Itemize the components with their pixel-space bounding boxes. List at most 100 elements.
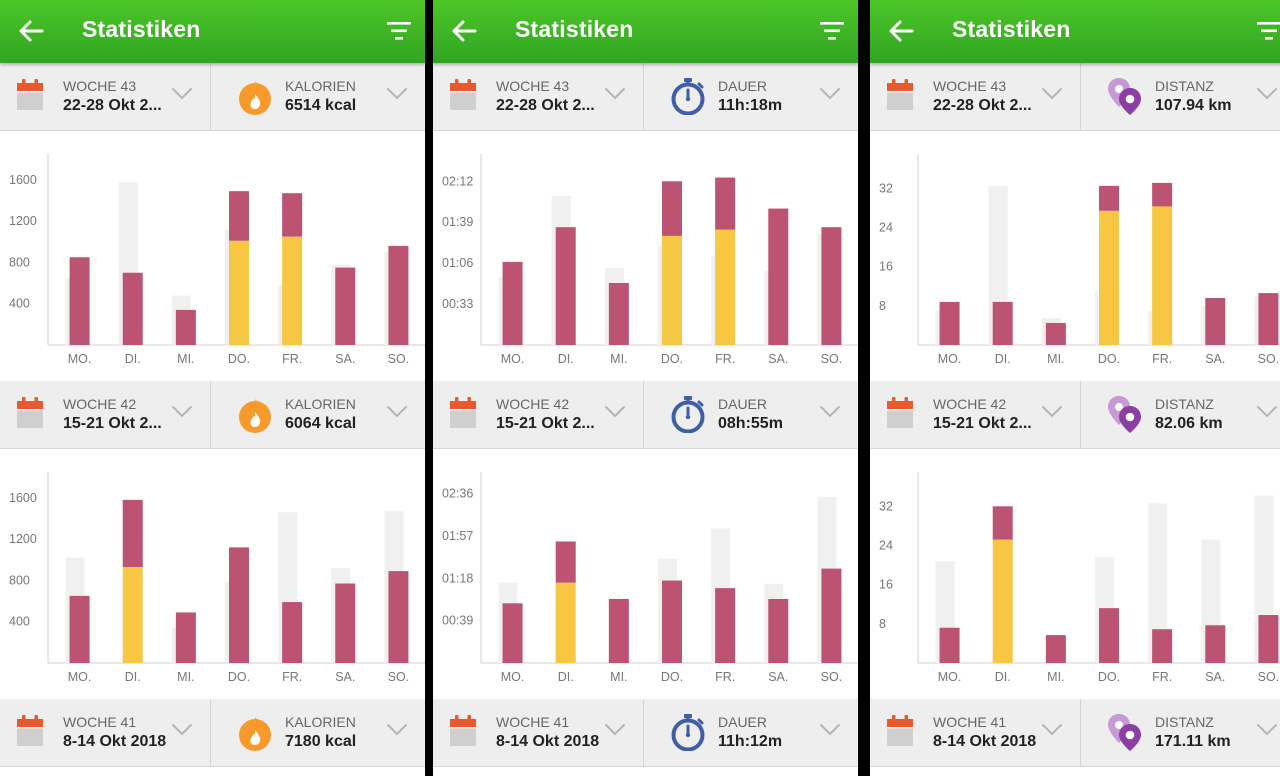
- primary-bar-segment: [1099, 185, 1119, 211]
- x-tick-label: MI.: [1047, 670, 1064, 684]
- primary-bar-segment: [1258, 293, 1279, 345]
- calendar-icon: [450, 715, 476, 746]
- y-tick-label: 1200: [9, 214, 37, 228]
- week-dropdown[interactable]: WOCHE 43 22-28 Okt 2...: [433, 63, 644, 130]
- primary-bar-segment: [715, 177, 736, 230]
- primary-bar-segment: [555, 227, 576, 345]
- filter-icon[interactable]: [386, 19, 412, 43]
- primary-bar-segment: [69, 257, 90, 345]
- metric-dropdown[interactable]: DISTANZ 171.11 km: [1082, 699, 1280, 766]
- x-tick-label: MI.: [177, 670, 194, 684]
- y-tick-label: 24: [879, 538, 893, 552]
- metric-type-label: DAUER: [718, 78, 768, 94]
- chevron-down-icon: [605, 406, 625, 418]
- chevron-down-icon: [387, 406, 407, 418]
- metric-dropdown[interactable]: DISTANZ 82.06 km: [1082, 381, 1280, 448]
- filter-icon[interactable]: [1256, 19, 1280, 43]
- metric-total-value: 82.06 km: [1155, 415, 1223, 432]
- week-date-range: 15-21 Okt 2...: [496, 415, 595, 432]
- calendar-icon: [17, 79, 43, 110]
- x-tick-label: SO.: [1258, 352, 1280, 366]
- primary-bar-segment: [1045, 322, 1066, 345]
- metric-dropdown[interactable]: KALORIEN 7180 kcal: [212, 699, 425, 766]
- week-dropdown[interactable]: WOCHE 41 8-14 Okt 2018: [870, 699, 1081, 766]
- calendar-icon: [450, 79, 476, 110]
- primary-bar-segment: [175, 612, 196, 663]
- y-tick-label: 8: [879, 299, 886, 313]
- location-pins-icon: [1108, 396, 1141, 433]
- metric-dropdown[interactable]: DAUER 11h:18m: [645, 63, 858, 130]
- primary-bar-segment: [1205, 625, 1226, 663]
- calendar-icon: [887, 715, 913, 746]
- week-dropdown[interactable]: WOCHE 42 15-21 Okt 2...: [870, 381, 1081, 448]
- chevron-down-icon: [820, 406, 840, 418]
- stats-panel: Statistiken WOCHE 43 22-28 Okt 2... DISTANZ…: [870, 0, 1280, 776]
- x-tick-label: FR.: [1152, 670, 1172, 684]
- location-pins-icon: [1108, 714, 1141, 751]
- metric-dropdown[interactable]: DAUER 08h:55m: [645, 381, 858, 448]
- x-tick-label: DO.: [1098, 352, 1120, 366]
- back-arrow-icon[interactable]: [886, 16, 916, 46]
- metric-total-value: 107.94 km: [1155, 97, 1232, 114]
- weekly-bar-chart: 8 16 24 32 MO. DI. MI. DO. FR. SA. SO.: [870, 132, 1280, 380]
- primary-bar-segment: [821, 568, 842, 663]
- primary-bar-segment: [821, 227, 842, 345]
- x-tick-label: DI.: [995, 352, 1011, 366]
- metric-dropdown[interactable]: KALORIEN 6514 kcal: [212, 63, 425, 130]
- x-tick-label: DO.: [661, 352, 683, 366]
- metric-dropdown[interactable]: KALORIEN 6064 kcal: [212, 381, 425, 448]
- week-dropdown[interactable]: WOCHE 42 15-21 Okt 2...: [433, 381, 644, 448]
- chevron-down-icon: [1257, 406, 1277, 418]
- primary-bar-segment: [335, 583, 356, 663]
- metric-dropdown[interactable]: DISTANZ 107.94 km: [1082, 63, 1280, 130]
- secondary-bar-segment: [662, 235, 682, 345]
- week-date-range: 22-28 Okt 2...: [933, 97, 1032, 114]
- week-selector-row: WOCHE 43 22-28 Okt 2... KALORIEN 6514 kcal: [0, 63, 425, 131]
- x-tick-label: DI.: [995, 670, 1011, 684]
- flame-icon: [239, 81, 271, 115]
- chevron-down-icon: [1257, 88, 1277, 100]
- week-number-label: WOCHE 43: [63, 78, 137, 94]
- weekly-bar-chart: 400 800 1200 1600 MO. DI. MI. DO. FR. SA. SO.: [0, 132, 425, 380]
- app-bar: Statistiken: [433, 0, 858, 63]
- week-dropdown[interactable]: WOCHE 43 22-28 Okt 2...: [0, 63, 211, 130]
- week-selector-row: WOCHE 43 22-28 Okt 2... DISTANZ 107.94 km: [870, 63, 1280, 131]
- metric-dropdown[interactable]: DAUER 11h:12m: [645, 699, 858, 766]
- app-bar: Statistiken: [0, 0, 425, 63]
- y-tick-label: 8: [879, 617, 886, 631]
- weekly-bar-chart: 400 800 1200 1600 MO. DI. MI. DO. FR. SA. SO.: [0, 450, 425, 698]
- y-tick-label: 32: [879, 499, 893, 513]
- y-tick-label: 1600: [9, 491, 37, 505]
- x-tick-label: FR.: [715, 670, 735, 684]
- chevron-down-icon: [387, 724, 407, 736]
- x-tick-label: MO.: [938, 670, 962, 684]
- week-number-label: WOCHE 41: [63, 714, 137, 730]
- week-date-range: 15-21 Okt 2...: [63, 415, 162, 432]
- secondary-bar-segment: [1099, 210, 1119, 345]
- week-dropdown[interactable]: WOCHE 43 22-28 Okt 2...: [870, 63, 1081, 130]
- primary-bar-segment: [122, 499, 143, 567]
- chevron-down-icon: [1042, 88, 1062, 100]
- filter-icon[interactable]: [819, 19, 845, 43]
- x-tick-label: FR.: [282, 352, 302, 366]
- chevron-down-icon: [1042, 724, 1062, 736]
- chevron-down-icon: [172, 724, 192, 736]
- page-title: Statistiken: [952, 16, 1071, 42]
- chevron-down-icon: [605, 88, 625, 100]
- back-arrow-icon[interactable]: [16, 16, 46, 46]
- week-dropdown[interactable]: WOCHE 42 15-21 Okt 2...: [0, 381, 211, 448]
- chevron-down-icon: [820, 88, 840, 100]
- week-dropdown[interactable]: WOCHE 41 8-14 Okt 2018: [0, 699, 211, 766]
- y-tick-label: 16: [879, 578, 893, 592]
- primary-bar-segment: [122, 272, 143, 345]
- primary-bar-segment: [715, 588, 736, 663]
- primary-bar-segment: [992, 301, 1013, 345]
- back-arrow-icon[interactable]: [449, 16, 479, 46]
- previous-week-bar: [1148, 503, 1168, 663]
- y-tick-label: 400: [9, 615, 30, 629]
- x-tick-label: MO.: [68, 352, 92, 366]
- metric-type-label: DISTANZ: [1155, 78, 1214, 94]
- x-tick-label: MI.: [610, 670, 627, 684]
- week-dropdown[interactable]: WOCHE 41 8-14 Okt 2018: [433, 699, 644, 766]
- week-number-label: WOCHE 43: [496, 78, 570, 94]
